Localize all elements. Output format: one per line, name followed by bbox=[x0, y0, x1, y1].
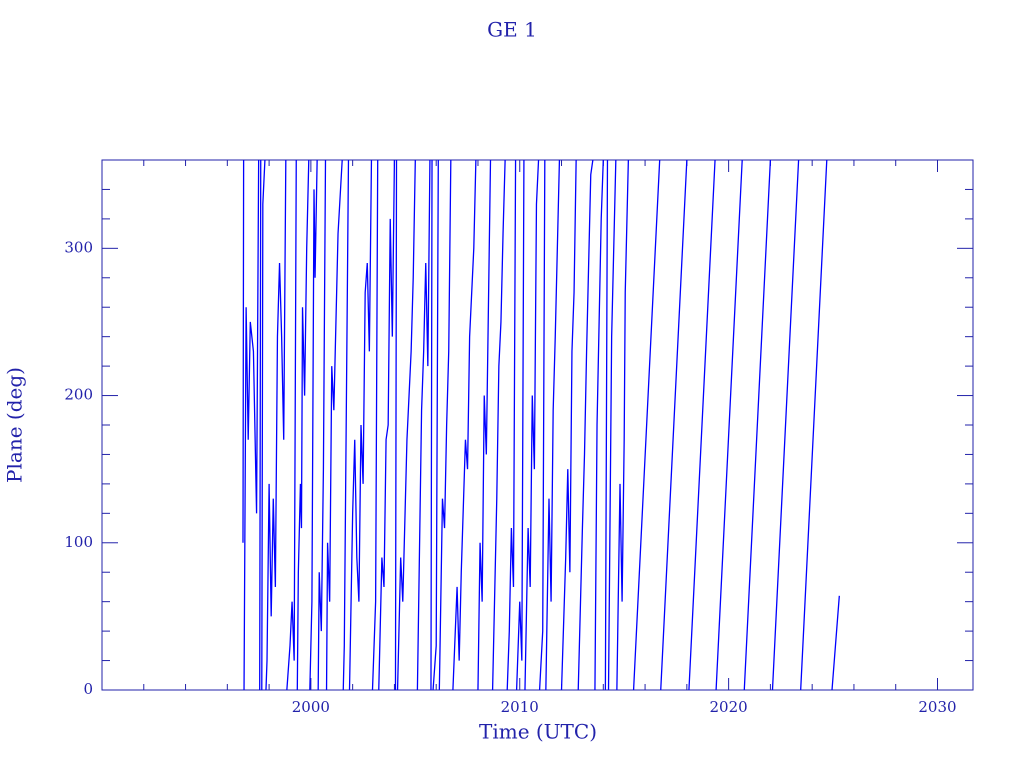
data-line bbox=[242, 159, 840, 691]
x-tick-label: 2010 bbox=[501, 698, 539, 716]
x-tick-label: 2020 bbox=[710, 698, 748, 716]
plot-frame bbox=[101, 159, 974, 691]
x-axis-label: Time (UTC) bbox=[479, 720, 597, 744]
chart-title: GE 1 bbox=[487, 18, 537, 42]
x-tick-label: 2000 bbox=[292, 698, 330, 716]
y-tick-label: 200 bbox=[64, 386, 93, 404]
y-axis-label: Plane (deg) bbox=[3, 367, 27, 483]
y-tick-label: 100 bbox=[64, 533, 93, 551]
x-tick-label: 2030 bbox=[918, 698, 956, 716]
y-tick-label: 300 bbox=[64, 238, 93, 256]
y-tick-label: 0 bbox=[83, 680, 93, 698]
